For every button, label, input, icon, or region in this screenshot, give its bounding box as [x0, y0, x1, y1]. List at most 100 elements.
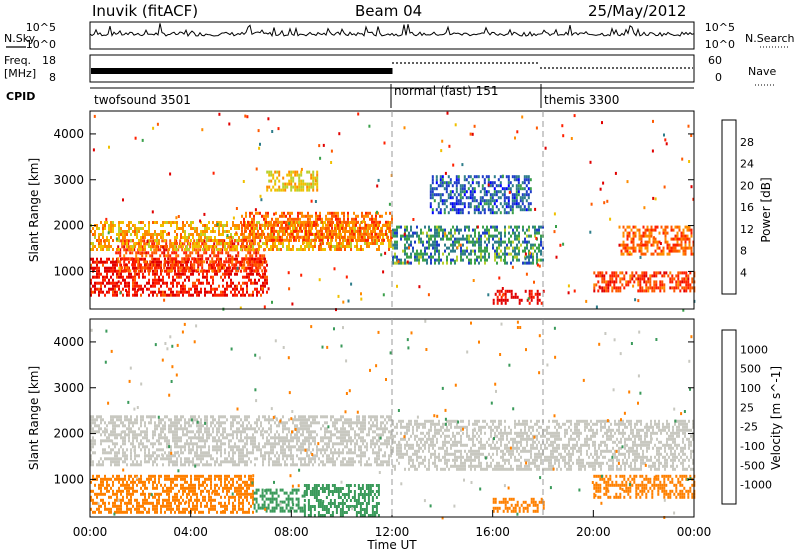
heatmap-cell — [456, 228, 458, 232]
heatmap-cell — [156, 263, 158, 267]
heatmap-cell — [98, 260, 100, 264]
heatmap-cell — [685, 280, 688, 284]
heatmap-cell — [130, 248, 132, 251]
heatmap-cell — [150, 284, 152, 288]
heatmap-cell — [506, 289, 509, 293]
heatmap-cell — [282, 448, 284, 452]
heatmap-cell — [216, 421, 218, 425]
heatmap-cell — [212, 287, 214, 291]
heatmap-cell — [452, 240, 454, 244]
nsearch-tick-top: 10^5 — [705, 21, 735, 34]
heatmap-cell — [478, 261, 480, 265]
heatmap-cell — [410, 252, 412, 256]
heatmap-cell — [242, 451, 244, 455]
heatmap-cell — [431, 187, 434, 191]
heatmap-cell — [457, 211, 460, 215]
heatmap-cell — [686, 246, 689, 250]
heatmap-cell — [118, 227, 120, 230]
heatmap-cell — [688, 237, 691, 241]
heatmap-cell — [321, 232, 323, 236]
heatmap-cell — [499, 190, 502, 194]
heatmap-cell — [276, 248, 278, 251]
heatmap-cell — [222, 460, 224, 464]
heatmap-cell — [496, 298, 499, 302]
heatmap-cell — [474, 240, 476, 244]
heatmap-cell — [355, 238, 357, 242]
heatmap-cell — [609, 277, 612, 281]
heatmap-cell — [245, 211, 247, 215]
heatmap-cell — [226, 433, 228, 437]
heatmap-cell — [174, 460, 176, 464]
heatmap-cell — [515, 205, 518, 209]
heatmap-cell — [214, 269, 216, 273]
heatmap-cell — [252, 272, 254, 276]
heatmap-cell — [238, 430, 240, 434]
heatmap-cell — [162, 448, 164, 452]
heatmap-cell — [176, 233, 178, 236]
heatmap-cell — [507, 175, 510, 179]
heatmap-cell — [623, 274, 626, 278]
heatmap-cell — [156, 260, 158, 264]
heatmap-cell — [257, 266, 260, 270]
heatmap-cell — [377, 235, 379, 239]
heatmap-cell — [303, 220, 305, 224]
heatmap-cell — [512, 240, 514, 244]
heatmap-cell — [529, 190, 532, 194]
heatmap-cell — [389, 226, 391, 230]
heatmap-cell — [289, 214, 291, 218]
heatmap-cell — [190, 439, 192, 443]
heatmap-cell — [266, 278, 268, 282]
heatmap-cell — [279, 226, 281, 230]
heatmap-cell — [477, 205, 480, 209]
heatmap-cell — [228, 433, 230, 437]
heatmap-cell — [98, 233, 100, 236]
heatmap-cell — [189, 242, 192, 246]
heatmap-cell — [210, 245, 212, 248]
heatmap-cell — [460, 246, 462, 250]
heatmap-cell — [278, 424, 280, 428]
heatmap-cell — [186, 442, 188, 446]
heatmap-cell — [140, 448, 142, 452]
heatmap-cell — [476, 240, 478, 244]
heatmap-cell — [161, 269, 164, 273]
heatmap-cell — [491, 211, 494, 215]
heatmap-cell — [104, 451, 106, 455]
heatmap-cell — [507, 199, 510, 203]
heatmap-cell — [250, 460, 252, 464]
heatmap-cell — [261, 254, 264, 258]
heatmap-cell — [268, 442, 270, 446]
heatmap-cell — [462, 249, 464, 253]
heatmap-cell — [180, 460, 182, 464]
heatmap-cell — [128, 272, 130, 276]
heatmap-cell — [669, 286, 672, 290]
heatmap-cell — [312, 248, 314, 251]
heatmap-cell — [264, 272, 266, 276]
heatmap-cell — [146, 445, 148, 449]
heatmap-cell — [508, 240, 510, 244]
heatmap-cell — [672, 243, 675, 247]
heatmap-cell — [190, 442, 192, 446]
heatmap-cell — [289, 232, 291, 236]
heatmap-cell — [512, 246, 514, 250]
heatmap-cell — [334, 245, 336, 248]
heatmap-cell — [486, 258, 488, 262]
heatmap-cell — [286, 245, 288, 248]
heatmap-cell — [231, 255, 234, 259]
heatmap-cell — [659, 283, 662, 287]
heatmap-cell — [134, 284, 136, 288]
heatmap-cell — [294, 182, 297, 186]
heatmap-cell — [382, 236, 384, 239]
heatmap-cell — [290, 185, 293, 189]
heatmap-cell — [194, 415, 196, 419]
heatmap-cell — [94, 287, 96, 291]
heatmap-cell — [322, 143, 325, 147]
heatmap-cell — [498, 289, 501, 293]
heatmap-cell — [451, 202, 454, 206]
heatmap-cell — [116, 284, 118, 288]
heatmap-cell — [212, 436, 214, 440]
heatmap-cell — [473, 175, 476, 179]
heatmap-cell — [112, 281, 114, 285]
heatmap-cell — [140, 242, 142, 245]
heatmap-cell — [126, 284, 128, 288]
heatmap-cell — [181, 266, 184, 270]
